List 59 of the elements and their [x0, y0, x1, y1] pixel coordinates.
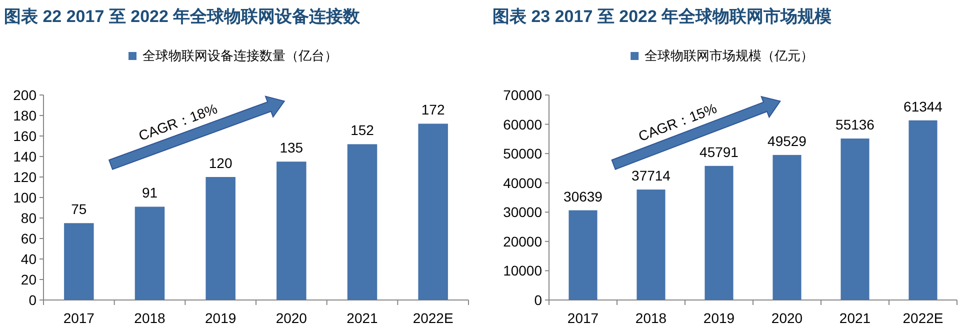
- y-tick-label: 80: [20, 210, 37, 226]
- x-tick-label: 2022E: [902, 310, 944, 326]
- y-tick-label: 160: [13, 128, 37, 144]
- y-tick-label: 40: [20, 251, 37, 267]
- bar: [206, 177, 236, 300]
- data-label: 55136: [836, 116, 875, 133]
- y-tick-label: 60000: [503, 116, 542, 132]
- data-label: 61344: [904, 98, 943, 114]
- data-label: 37714: [632, 168, 671, 184]
- annotation: CAGR：18%: [136, 100, 220, 144]
- y-tick-label: 60: [20, 230, 37, 246]
- y-tick-label: 0: [534, 292, 542, 308]
- bar: [418, 124, 448, 300]
- legend-label: 全球物联网设备连接数量（亿台）: [142, 48, 338, 63]
- data-label: 120: [208, 155, 232, 171]
- x-tick-label: 2018: [635, 310, 667, 326]
- legend-label: 全球物联网市场规模（亿元）: [644, 48, 814, 63]
- bar: [64, 223, 94, 300]
- data-label: 91: [142, 184, 158, 201]
- x-tick-label: 2019: [205, 310, 236, 326]
- y-tick-label: 40000: [503, 174, 542, 191]
- data-label: 30639: [564, 188, 603, 204]
- chart-title: 图表 23 2017 至 2022 年全球物联网市场规模: [492, 7, 832, 26]
- x-tick-label: 2021: [839, 310, 871, 326]
- x-tick-label: 2017: [63, 310, 95, 326]
- x-tick-label: 2020: [771, 310, 803, 326]
- chart-title: 图表 22 2017 至 2022 年全球物联网设备连接数: [4, 7, 362, 26]
- data-label: 75: [71, 201, 87, 218]
- y-tick-label: 120: [13, 169, 37, 185]
- bar: [276, 162, 306, 300]
- bar: [908, 120, 938, 300]
- annotation: CAGR：15%: [636, 100, 719, 144]
- x-tick-label: 2017: [567, 310, 599, 326]
- y-tick-label: 0: [28, 292, 37, 308]
- y-tick-label: 20000: [503, 233, 542, 250]
- y-tick-label: 20: [20, 272, 37, 288]
- data-label: 152: [350, 122, 374, 138]
- bar: [347, 144, 378, 300]
- x-tick-label: 2018: [134, 310, 166, 326]
- bar: [840, 138, 870, 300]
- data-label: 172: [421, 102, 445, 118]
- bar: [704, 166, 734, 300]
- data-label: 45791: [700, 144, 739, 160]
- y-tick-label: 180: [13, 108, 37, 124]
- y-tick-label: 70000: [503, 87, 542, 103]
- y-tick-label: 30000: [503, 204, 542, 220]
- y-tick-label: 100: [13, 190, 37, 206]
- y-tick-label: 200: [13, 87, 37, 103]
- y-tick-label: 10000: [503, 262, 542, 279]
- bar: [636, 190, 666, 300]
- bar: [772, 154, 802, 300]
- x-tick-label: 2020: [276, 310, 308, 326]
- y-tick-label: 140: [13, 148, 37, 164]
- bar: [568, 210, 598, 300]
- x-tick-label: 2019: [703, 310, 735, 326]
- bar: [134, 206, 165, 300]
- y-tick-label: 50000: [503, 146, 542, 162]
- x-tick-label: 2022E: [412, 310, 454, 326]
- x-tick-label: 2021: [346, 310, 378, 326]
